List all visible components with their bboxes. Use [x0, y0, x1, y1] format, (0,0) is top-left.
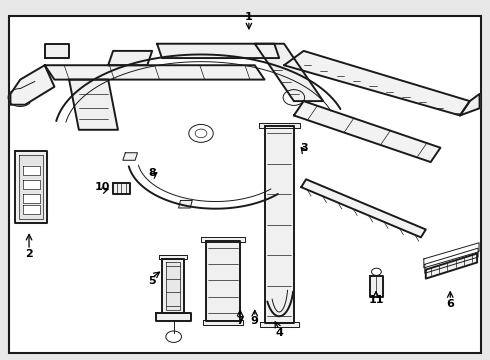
Polygon shape: [156, 313, 191, 320]
Polygon shape: [294, 101, 441, 162]
Polygon shape: [23, 194, 40, 203]
Text: 8: 8: [148, 168, 156, 178]
Polygon shape: [426, 253, 477, 279]
Text: 3: 3: [301, 143, 308, 153]
Polygon shape: [162, 259, 184, 313]
Polygon shape: [45, 65, 265, 80]
Polygon shape: [19, 155, 43, 220]
Text: 7: 7: [236, 316, 244, 325]
Polygon shape: [265, 126, 294, 323]
Polygon shape: [260, 321, 299, 327]
Polygon shape: [203, 320, 243, 325]
Text: 2: 2: [25, 248, 33, 258]
Polygon shape: [157, 44, 279, 58]
Text: 4: 4: [275, 328, 283, 338]
Polygon shape: [201, 237, 245, 242]
Polygon shape: [301, 179, 426, 237]
Polygon shape: [45, 44, 69, 58]
Polygon shape: [370, 276, 383, 297]
Text: 9: 9: [251, 316, 259, 325]
Polygon shape: [206, 241, 240, 320]
Polygon shape: [259, 123, 300, 128]
Polygon shape: [113, 183, 130, 194]
Polygon shape: [460, 94, 480, 116]
Polygon shape: [166, 262, 180, 310]
Text: 11: 11: [368, 295, 384, 305]
Polygon shape: [23, 205, 40, 214]
Text: 1: 1: [245, 12, 253, 22]
Polygon shape: [69, 80, 118, 130]
Polygon shape: [178, 201, 192, 208]
Polygon shape: [255, 44, 323, 101]
Polygon shape: [23, 166, 40, 175]
FancyBboxPatch shape: [9, 16, 481, 353]
Polygon shape: [159, 255, 187, 259]
Polygon shape: [284, 51, 470, 116]
Text: 10: 10: [95, 182, 110, 192]
Text: 5: 5: [148, 276, 156, 286]
Polygon shape: [123, 153, 138, 160]
Polygon shape: [108, 51, 152, 65]
Polygon shape: [10, 65, 54, 105]
Polygon shape: [23, 180, 40, 189]
Polygon shape: [15, 151, 47, 223]
Text: 6: 6: [446, 299, 454, 309]
